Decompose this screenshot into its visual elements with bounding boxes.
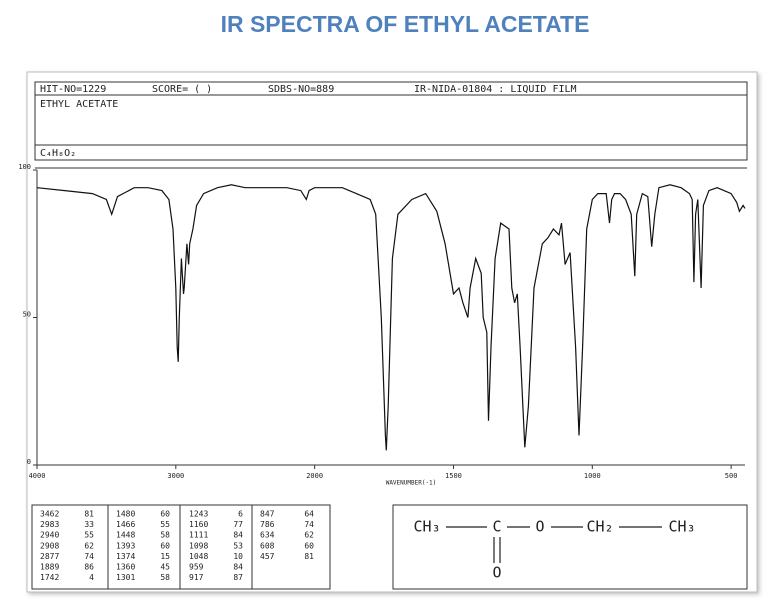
peak-transmittance: 55 (84, 531, 94, 540)
peak-transmittance: 58 (160, 573, 170, 582)
peak-wavenumber: 959 (189, 563, 204, 572)
x-tick-label: 3000 (167, 472, 184, 480)
peak-transmittance: 62 (304, 531, 314, 540)
peak-wavenumber: 457 (260, 552, 275, 561)
structure-group: C (492, 518, 501, 536)
peak-transmittance: 81 (304, 552, 314, 561)
peak-wavenumber: 1048 (189, 552, 208, 561)
sdbs-no: SDBS-NO=889 (268, 84, 334, 95)
structure-group: CH₃ (413, 518, 440, 536)
structure-group: CH₂ (586, 518, 613, 536)
peak-wavenumber: 1098 (189, 541, 208, 550)
spectrum-frame (26, 71, 758, 593)
formula: C₄H₈O₂ (40, 148, 76, 159)
peak-transmittance: 60 (304, 541, 314, 550)
y-tick-label: 100 (18, 163, 31, 171)
hit-no: HIT-NO=1229 (40, 84, 106, 95)
peak-transmittance: 84 (233, 531, 243, 540)
peak-transmittance: 15 (160, 552, 170, 561)
peak-transmittance: 87 (233, 573, 243, 582)
structure: CH₃ C O CH₂ CH₃ O (413, 518, 695, 582)
peak-wavenumber: 3462 (40, 510, 59, 519)
structure-group: CH₃ (668, 518, 695, 536)
peak-wavenumber: 2940 (40, 531, 59, 540)
score: SCORE= ( ) (152, 84, 212, 95)
page-title: IR SPECTRA OF ETHYL ACETATE (221, 11, 590, 37)
peak-wavenumber: 634 (260, 531, 275, 540)
x-tick-label: 500 (725, 472, 738, 480)
peak-wavenumber: 608 (260, 541, 275, 550)
peak-wavenumber: 1360 (116, 563, 135, 572)
x-tick-label: 2000 (306, 472, 323, 480)
peak-transmittance: 60 (160, 510, 170, 519)
x-tick-label: 1500 (445, 472, 462, 480)
carbonyl-oxygen: O (492, 564, 501, 582)
peak-wavenumber: 2877 (40, 552, 59, 561)
peak-transmittance: 58 (160, 531, 170, 540)
peak-transmittance: 60 (160, 541, 170, 550)
peak-transmittance: 74 (304, 520, 314, 529)
peak-wavenumber: 1393 (116, 541, 135, 550)
peak-transmittance: 33 (84, 520, 94, 529)
peak-wavenumber: 1889 (40, 563, 59, 572)
peak-transmittance: 4 (89, 573, 94, 582)
peak-transmittance: 45 (160, 563, 170, 572)
header-boxes (31, 81, 748, 590)
peak-transmittance: 62 (84, 541, 94, 550)
peak-transmittance: 84 (233, 563, 243, 572)
x-axis-label: WAVENUMBER(-1) (386, 480, 437, 487)
peak-wavenumber: 1480 (116, 510, 135, 519)
peak-wavenumber: 1111 (189, 531, 208, 540)
peak-wavenumber: 1374 (116, 552, 135, 561)
peak-wavenumber: 786 (260, 520, 275, 529)
peak-wavenumber: 2908 (40, 541, 59, 550)
peak-wavenumber: 1742 (40, 573, 59, 582)
y-tick-label: 50 (23, 311, 31, 319)
peak-wavenumber: 1466 (116, 520, 135, 529)
peak-wavenumber: 1243 (189, 510, 208, 519)
peak-wavenumber: 1160 (189, 520, 208, 529)
peak-transmittance: 55 (160, 520, 170, 529)
method: IR-NIDA-01804 : LIQUID FILM (414, 84, 577, 95)
peak-transmittance: 81 (84, 510, 94, 519)
peak-wavenumber: 2983 (40, 520, 59, 529)
peak-table: 3462 81 2983 33 2940 55 2908 62 2877 74 1889 86 1742… (40, 505, 314, 589)
x-tick-label: 1000 (584, 472, 601, 480)
peak-wavenumber: 1448 (116, 531, 135, 540)
compound-name: ETHYL ACETATE (40, 99, 118, 110)
peak-wavenumber: 847 (260, 510, 275, 519)
peak-transmittance: 64 (304, 510, 314, 519)
peak-transmittance: 86 (84, 563, 94, 572)
peak-transmittance: 74 (84, 552, 94, 561)
y-tick-label: 0 (27, 458, 31, 466)
structure-group: O (535, 518, 544, 536)
peak-wavenumber: 917 (189, 573, 204, 582)
peak-transmittance: 10 (233, 552, 243, 561)
x-tick-label: 4000 (29, 472, 46, 480)
plot: 0 50 100 4000 3000 2000 1500 1000 500 WAVENUMBER(… (18, 163, 746, 487)
spectrum-line (36, 184, 746, 451)
peak-wavenumber: 1301 (116, 573, 135, 582)
peak-transmittance: 53 (233, 541, 243, 550)
peak-transmittance: 77 (233, 520, 243, 529)
peak-transmittance: 6 (238, 510, 243, 519)
